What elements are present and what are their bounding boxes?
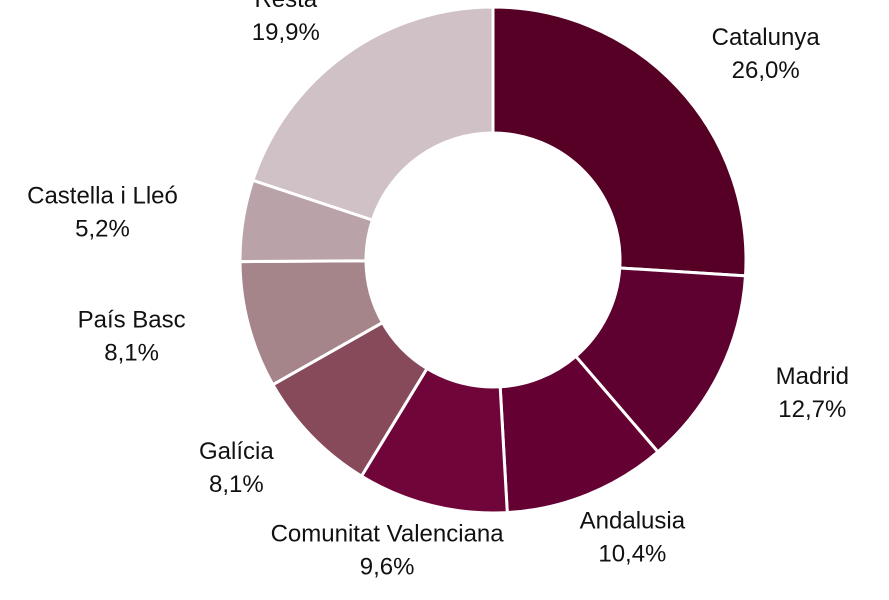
slice-value-label: 12,7% — [778, 396, 846, 423]
slice-value-label: 10,4% — [598, 541, 666, 568]
donut-slice — [491, 5, 748, 278]
slice-label: Andalusia — [580, 508, 686, 535]
slice-label: País Basc — [78, 307, 186, 334]
donut-slice — [250, 5, 495, 222]
slice-value-label: 9,6% — [360, 553, 415, 580]
slice-value-label: 26,0% — [732, 57, 800, 84]
slice-value-label: 8,1% — [209, 471, 264, 498]
slice-label: Castella i Lleó — [27, 182, 178, 209]
slice-value-label: 5,2% — [75, 215, 130, 242]
slice-label: Madrid — [776, 363, 849, 390]
slice-label: Catalunya — [712, 24, 821, 51]
slice-value-label: 8,1% — [104, 340, 159, 367]
slice-value-label: 19,9% — [252, 19, 320, 46]
slice-label: Comunitat Valenciana — [271, 520, 505, 547]
slice-label: Galícia — [199, 438, 274, 465]
slice-label: Resta — [254, 0, 317, 13]
donut-slice — [573, 266, 748, 454]
